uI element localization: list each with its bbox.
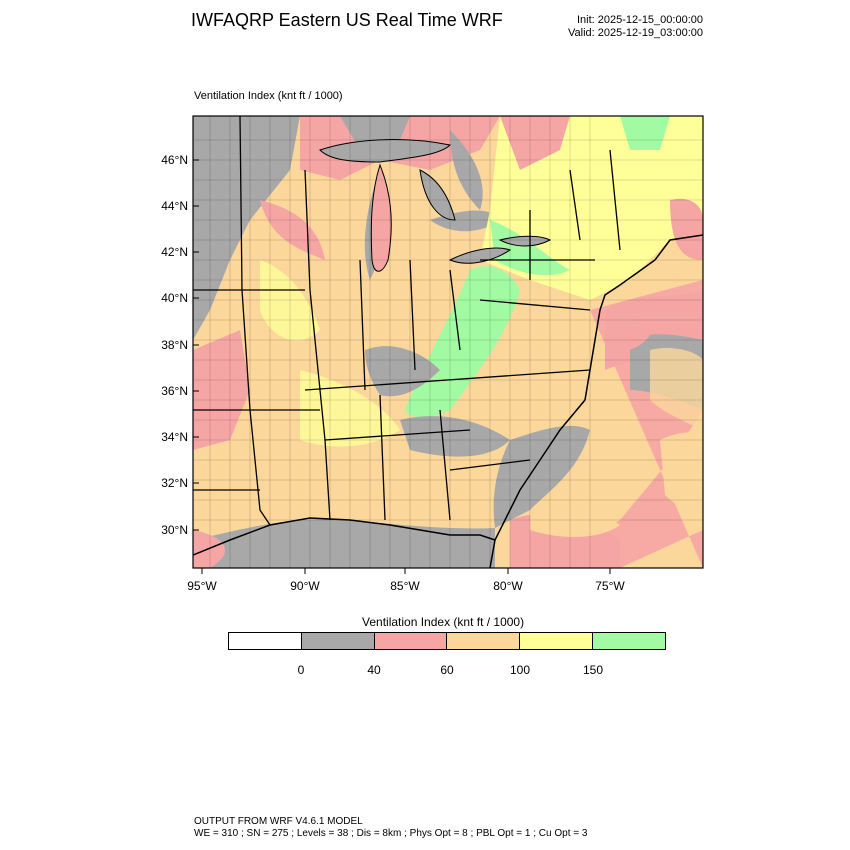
lat-label: 38°N bbox=[161, 338, 188, 352]
colorbar bbox=[228, 632, 666, 650]
colorbar-segment bbox=[446, 633, 520, 649]
lat-label: 34°N bbox=[161, 430, 188, 444]
map-field bbox=[193, 116, 703, 568]
colorbar-title: Ventilation Index (knt ft / 1000) bbox=[362, 615, 525, 629]
model-footer: OUTPUT FROM WRF V4.6.1 MODEL WE = 310 ; … bbox=[194, 816, 587, 840]
map-frame bbox=[192, 115, 704, 569]
lat-label: 32°N bbox=[161, 476, 188, 490]
colorbar-segment bbox=[519, 633, 593, 649]
map-panel: 46°N 44°N 42°N 40°N 38°N 36°N 34°N 32°N 30°N 95°… bbox=[161, 115, 704, 593]
colorbar-segment bbox=[373, 633, 447, 649]
lon-label: 80°W bbox=[493, 579, 523, 593]
colorbar-tick-label: 60 bbox=[440, 663, 454, 677]
lon-label: 90°W bbox=[290, 579, 320, 593]
lat-label: 30°N bbox=[161, 523, 188, 537]
init-time: Init: 2025-12-15_00:00:00 bbox=[577, 14, 703, 26]
lon-label: 85°W bbox=[390, 579, 420, 593]
colorbar-tick-label: 0 bbox=[297, 663, 305, 677]
lat-label: 40°N bbox=[161, 291, 188, 305]
lat-label: 42°N bbox=[161, 245, 188, 259]
colorbar-segment bbox=[592, 633, 665, 649]
footer-line-2: WE = 310 ; SN = 275 ; Levels = 38 ; Dis … bbox=[194, 828, 588, 839]
colorbar-tick-label: 40 bbox=[367, 663, 381, 677]
colorbar-tick-label: 150 bbox=[582, 663, 604, 677]
colorbar-segment bbox=[300, 633, 374, 649]
lon-label: 75°W bbox=[595, 579, 625, 593]
lat-label: 36°N bbox=[161, 384, 188, 398]
latitude-axis: 46°N 44°N 42°N 40°N 38°N 36°N 34°N 32°N 30°N bbox=[161, 153, 199, 537]
longitude-axis: 95°W 90°W 85°W 80°W 75°W bbox=[187, 568, 625, 593]
colorbar-tick-label: 100 bbox=[509, 663, 531, 677]
valid-time: Valid: 2025-12-19_03:00:00 bbox=[568, 27, 703, 39]
field-label: Ventilation Index (knt ft / 1000) bbox=[194, 90, 343, 102]
lat-label: 46°N bbox=[161, 153, 188, 167]
colorbar-segment bbox=[229, 633, 301, 649]
lon-label: 95°W bbox=[187, 579, 217, 593]
map-title: IWFAQRP Eastern US Real Time WRF bbox=[191, 10, 503, 30]
lat-label: 44°N bbox=[161, 199, 188, 213]
time-info: Init: 2025-12-15_00:00:00 Valid: 2025-12… bbox=[540, 14, 703, 40]
footer-line-1: OUTPUT FROM WRF V4.6.1 MODEL bbox=[194, 816, 363, 827]
